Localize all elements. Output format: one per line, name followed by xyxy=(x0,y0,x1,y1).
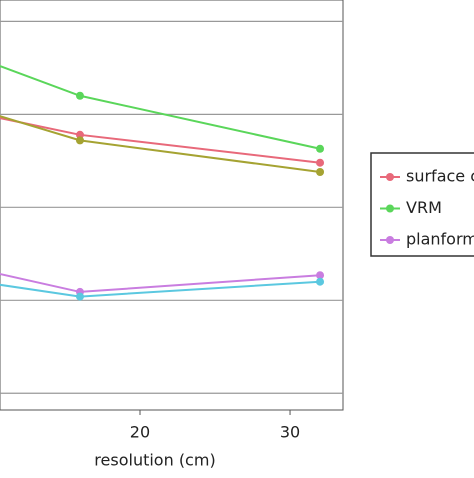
data-point xyxy=(316,158,325,167)
legend-swatch-point xyxy=(386,173,394,181)
data-point xyxy=(75,292,84,301)
data-point xyxy=(75,130,84,139)
legend-label: surface c xyxy=(406,167,474,186)
x-tick-label: 20 xyxy=(130,423,150,442)
x-axis-label: resolution (cm) xyxy=(94,451,215,470)
data-point xyxy=(75,91,84,100)
x-tick-label: 30 xyxy=(280,423,300,442)
data-point xyxy=(75,136,84,145)
legend-swatch-point xyxy=(386,236,394,244)
data-point xyxy=(316,277,325,286)
legend-label: planform xyxy=(406,230,474,249)
legend-label: VRM xyxy=(406,198,442,217)
data-point xyxy=(316,167,325,176)
legend-swatch-point xyxy=(386,204,394,213)
data-point xyxy=(316,271,325,280)
plot-area xyxy=(0,20,343,394)
plot-panel xyxy=(0,0,344,411)
data-point xyxy=(316,144,325,153)
